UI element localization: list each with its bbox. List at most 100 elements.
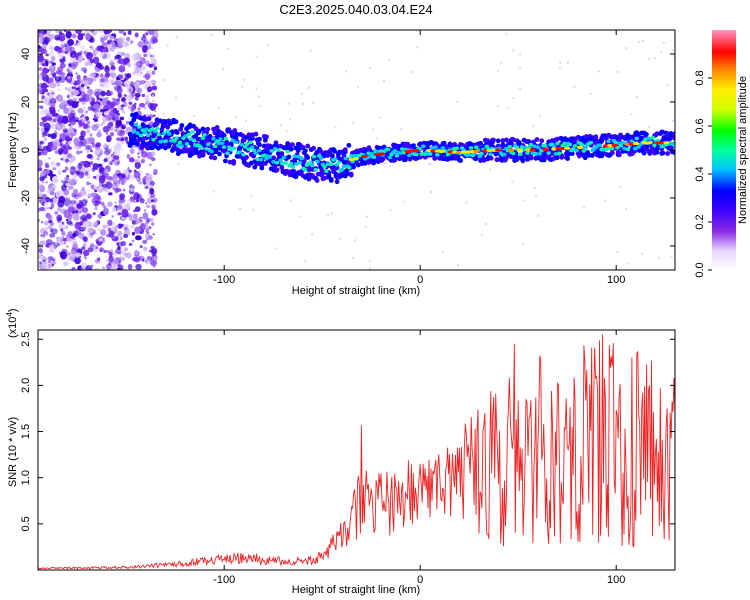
- spectrogram-noise-speck: [132, 256, 139, 262]
- spectrogram-trace-cell: [205, 126, 211, 132]
- spectrogram-noise-speck: [352, 121, 355, 124]
- spectrogram-noise-speck: [46, 80, 49, 83]
- spectrogram-noise-speck: [137, 155, 141, 159]
- spectrogram-trace-cell: [292, 154, 297, 159]
- spectrogram-trace-cell: [133, 111, 139, 117]
- spectrogram-trace-cell: [673, 130, 675, 136]
- spectrogram-noise-speck: [604, 199, 607, 202]
- spectrogram-trace-cell: [514, 157, 520, 163]
- spectrogram-noise-speck: [73, 194, 77, 198]
- spectrogram-trace-cell: [191, 138, 197, 143]
- spectrogram-trace-cell: [142, 130, 147, 135]
- spectrogram-trace-cell: [281, 155, 287, 160]
- spectrogram-trace-cell: [414, 152, 419, 157]
- spectrogram-trace-cell: [220, 141, 225, 145]
- spectrogram-trace-cell: [421, 144, 426, 149]
- spectrogram-noise-speck: [115, 235, 119, 239]
- spectrogram-noise-speck: [104, 66, 110, 73]
- spectrogram-noise-speck: [177, 163, 180, 166]
- spectrogram-noise-speck: [115, 225, 119, 228]
- spectrogram-noise-speck: [85, 265, 93, 270]
- spectrogram-noise-speck: [140, 217, 143, 221]
- spectrogram-noise-speck: [80, 83, 85, 88]
- spectrogram-noise-speck: [121, 97, 126, 103]
- spectrogram-trace-cell: [318, 156, 324, 160]
- spectrogram-noise-speck: [193, 114, 196, 117]
- spectrogram-noise-speck: [403, 200, 406, 203]
- spectrogram-noise-speck: [56, 48, 63, 54]
- spectrogram-noise-speck: [134, 69, 139, 74]
- spectrogram-noise-speck: [102, 205, 107, 209]
- spectrogram-trace-cell: [149, 127, 154, 132]
- spectrogram-trace-cell: [288, 161, 294, 166]
- spectrogram-noise-speck: [242, 78, 245, 81]
- spectrogram-trace-cell: [336, 160, 341, 165]
- spectrogram-trace-cell: [244, 155, 249, 160]
- spectrogram-noise-speck: [57, 88, 61, 91]
- spectrogram-noise-speck: [42, 43, 47, 49]
- spectrogram-noise-speck: [388, 58, 391, 61]
- spectrogram-noise-speck: [84, 171, 88, 176]
- spectrogram-noise-speck: [116, 59, 121, 65]
- spectrogram-noise-speck: [67, 231, 73, 237]
- spectrogram-noise-speck: [121, 182, 125, 185]
- spectrogram-noise-speck: [61, 180, 64, 183]
- spectrogram-noise-speck: [80, 214, 87, 220]
- spectrogram-noise-speck: [59, 242, 63, 246]
- spectrogram-noise-speck: [94, 146, 102, 154]
- spectrogram-noise-speck: [122, 110, 126, 114]
- spectrogram-noise-speck: [128, 157, 135, 163]
- spectrogram-noise-speck: [144, 38, 152, 48]
- spectrogram-trace-cell: [234, 140, 239, 145]
- spectrogram-noise-speck: [48, 50, 54, 57]
- spectrogram-noise-speck: [304, 260, 307, 263]
- spectrogram-trace-cell: [332, 148, 338, 154]
- spectrogram-peak-cell: [495, 148, 502, 152]
- spectrogram-noise-speck: [134, 206, 141, 213]
- spectrogram-noise-speck: [519, 87, 522, 90]
- spectrogram-noise-speck: [83, 249, 90, 257]
- spectrogram-noise-speck: [145, 45, 148, 48]
- spectrogram-trace-cell: [504, 137, 509, 143]
- spectrogram-noise-speck: [42, 67, 48, 74]
- spectrogram-noise-speck: [85, 110, 88, 114]
- snr-x-tick-label: -100: [213, 574, 235, 586]
- spectrogram-noise-speck: [534, 187, 537, 190]
- spectrogram-noise-speck: [136, 177, 140, 180]
- spectrogram-noise-speck: [93, 192, 99, 199]
- spectrogram-trace-cell: [138, 133, 144, 138]
- spectrogram-noise-speck: [496, 69, 499, 72]
- spectrogram-noise-speck: [150, 79, 156, 85]
- spectrogram-noise-speck: [75, 209, 79, 214]
- spectrogram-trace-cell: [553, 152, 558, 156]
- spectrogram-noise-speck: [143, 53, 147, 58]
- spectrogram-trace-cell: [444, 149, 449, 154]
- spectrogram-noise-speck: [110, 72, 117, 79]
- spectrogram-noise-speck: [83, 51, 87, 54]
- spectrogram-noise-speck: [81, 246, 86, 250]
- snr-x-tick-label: 100: [607, 574, 625, 586]
- snr-y-tick-label: 0.5: [20, 516, 32, 531]
- spectrogram-noise-speck: [48, 106, 52, 110]
- spectrogram-noise-speck: [115, 125, 119, 129]
- spectrogram-noise-speck: [87, 232, 90, 237]
- spectrogram-noise-speck: [505, 32, 508, 35]
- spectrogram-noise-speck: [670, 255, 673, 258]
- spectrogram-noise-speck: [539, 115, 542, 118]
- spectrogram-noise-speck: [110, 125, 116, 132]
- spectrogram-noise-speck: [75, 142, 83, 148]
- spectrogram-noise-speck: [152, 114, 156, 117]
- spectrogram-noise-speck: [99, 108, 104, 113]
- spectrogram-noise-speck: [38, 255, 44, 260]
- spectrogram-noise-speck: [78, 171, 85, 179]
- spectrogram-trace-cell: [311, 154, 317, 159]
- spectrogram-noise-speck: [120, 223, 124, 227]
- spectrogram-noise-speck: [47, 157, 51, 160]
- spectrogram-noise-speck: [143, 106, 147, 110]
- spectrogram-noise-speck: [137, 41, 144, 48]
- spectrogram-noise-speck: [84, 256, 87, 260]
- spectrogram-noise-speck: [42, 255, 47, 260]
- spectrogram-noise-speck: [84, 171, 89, 176]
- spectrogram-noise-speck: [62, 48, 66, 53]
- spectrogram-noise-speck: [83, 75, 87, 78]
